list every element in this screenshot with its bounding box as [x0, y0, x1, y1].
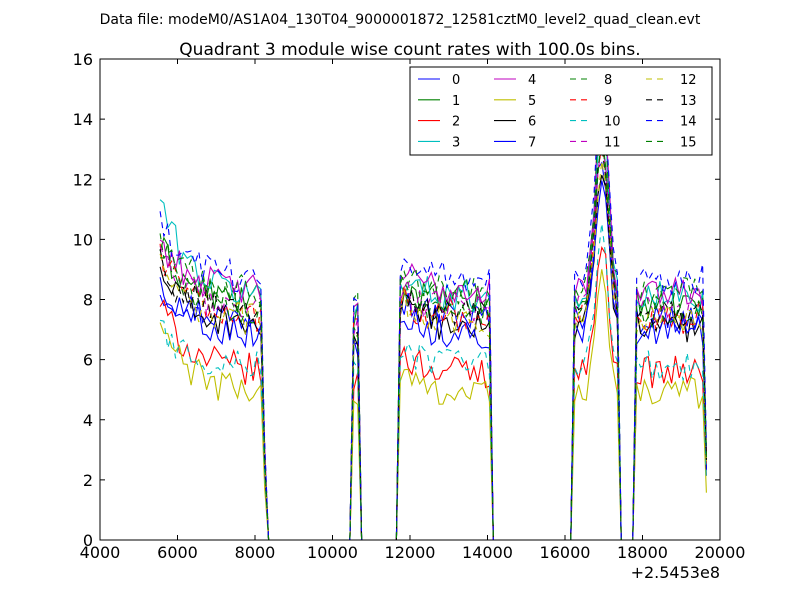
series-line-8 — [159, 107, 707, 541]
legend-entry-9[interactable]: 9 — [570, 94, 612, 109]
legend-entry-12[interactable]: 12 — [646, 73, 697, 88]
legend-label: 12 — [680, 73, 697, 88]
legend-label: 2 — [452, 115, 460, 130]
x-tick-label: 6000 — [157, 543, 198, 562]
series-line-13 — [159, 145, 707, 541]
legend-entry-11[interactable]: 11 — [570, 135, 621, 150]
x-tick-label: 4000 — [80, 543, 121, 562]
x-tick-label: 8000 — [235, 543, 276, 562]
legend-entry-14[interactable]: 14 — [646, 115, 697, 130]
legend-label: 7 — [528, 135, 536, 150]
y-tick-label: 8 — [83, 291, 93, 310]
legend-entry-7[interactable]: 7 — [494, 135, 536, 150]
y-tick-label: 10 — [73, 230, 93, 249]
series-line-10 — [159, 223, 707, 541]
series-line-9 — [159, 144, 707, 541]
x-tick-label: 12000 — [385, 543, 436, 562]
legend-entry-0[interactable]: 0 — [418, 73, 460, 88]
legend-label: 8 — [604, 73, 612, 88]
x-tick-label: 14000 — [462, 543, 513, 562]
legend-label: 6 — [528, 115, 536, 130]
legend-label: 15 — [680, 135, 697, 150]
legend-entry-8[interactable]: 8 — [570, 73, 612, 88]
series-line-15 — [160, 130, 707, 541]
legend-entry-5[interactable]: 5 — [494, 94, 536, 109]
y-tick-label: 16 — [73, 50, 93, 69]
legend-entry-3[interactable]: 3 — [418, 135, 460, 150]
legend-entry-10[interactable]: 10 — [570, 115, 621, 130]
chart-title: Quadrant 3 module wise count rates with … — [179, 40, 640, 60]
y-tick-label: 2 — [83, 471, 93, 490]
y-tick-label: 12 — [73, 170, 93, 189]
legend-entry-15[interactable]: 15 — [646, 135, 697, 150]
x-tick-label: 16000 — [540, 543, 591, 562]
legend-entry-1[interactable]: 1 — [418, 94, 460, 109]
x-axis-offset-label: +2.5453e8 — [631, 563, 720, 582]
series-line-12 — [159, 160, 707, 541]
legend-label: 10 — [604, 115, 621, 130]
series-line-2 — [159, 245, 707, 541]
legend-label: 4 — [528, 73, 536, 88]
legend-label: 9 — [604, 94, 612, 109]
legend-label: 13 — [680, 94, 697, 109]
legend-label: 1 — [452, 94, 460, 109]
legend-entry-6[interactable]: 6 — [494, 115, 536, 130]
legend-box — [409, 66, 713, 156]
legend-label: 5 — [528, 94, 536, 109]
legend-label: 11 — [604, 135, 621, 150]
series-line-14 — [159, 77, 707, 541]
series-line-5 — [159, 269, 707, 541]
legend-label: 14 — [680, 115, 697, 130]
series-line-7 — [159, 180, 707, 541]
legend-label: 3 — [452, 135, 460, 150]
series-line-11 — [159, 144, 707, 541]
series-layer — [159, 77, 707, 541]
legend-label: 0 — [452, 73, 460, 88]
legend-entry-2[interactable]: 2 — [418, 115, 460, 130]
x-tick-label: 18000 — [617, 543, 668, 562]
x-tick-label: 20000 — [695, 543, 746, 562]
y-tick-label: 4 — [83, 411, 93, 430]
y-tick-label: 6 — [83, 351, 93, 370]
x-tick-label: 10000 — [307, 543, 358, 562]
legend-entry-4[interactable]: 4 — [494, 73, 536, 88]
ticks-layer: 4000 6000 8000 10000 12000 14000 16000 18000 200… — [73, 50, 746, 562]
y-tick-label: 0 — [83, 531, 93, 550]
legend-entry-13[interactable]: 13 — [646, 94, 697, 109]
figure-suptitle: Data file: modeM0/AS1A04_130T04_90000018… — [100, 12, 701, 28]
y-tick-label: 14 — [73, 110, 93, 129]
